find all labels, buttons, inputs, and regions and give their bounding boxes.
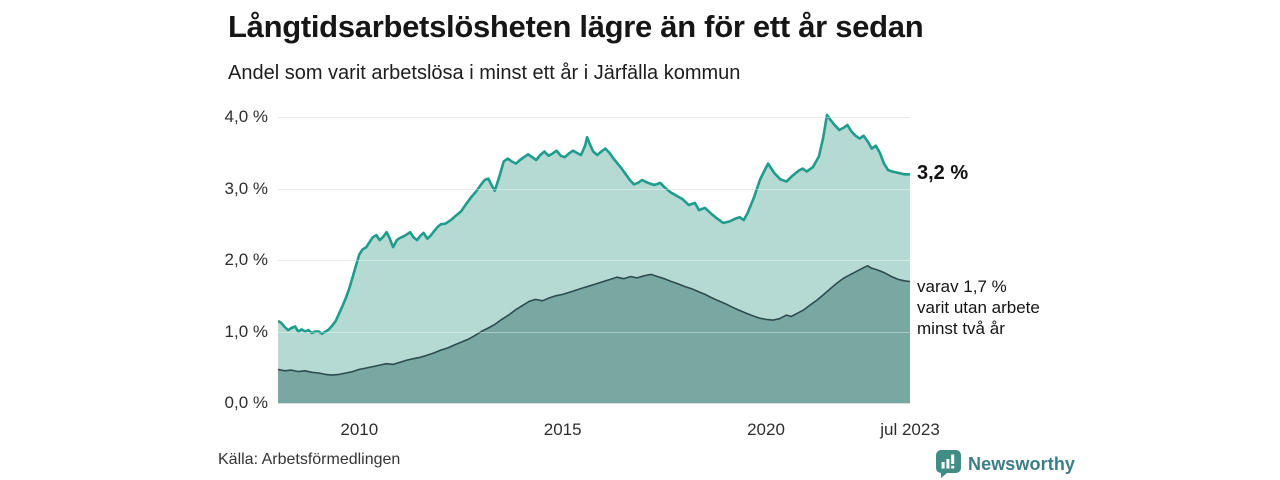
chart-svg <box>278 113 910 403</box>
series-annotation: varav 1,7 % varit utan arbete minst två … <box>917 276 1040 339</box>
x-tick-label: 2015 <box>543 420 582 439</box>
brand-name: Newsworthy <box>968 453 1076 474</box>
y-tick-label: 4,0 % <box>224 107 268 127</box>
plot-area <box>278 105 910 404</box>
annotation-line: minst två år <box>917 319 1005 338</box>
series-line <box>278 113 910 335</box>
annotation-line: varav 1,7 % <box>917 277 1007 296</box>
annotation-line: varit utan arbete <box>917 298 1040 317</box>
newsworthy-logo-icon <box>936 450 961 478</box>
y-tick-label: 2,0 % <box>224 250 268 270</box>
page-subtitle: Andel som varit arbetslösa i minst ett å… <box>228 62 741 84</box>
gridline <box>278 403 910 404</box>
y-tick-label: 3,0 % <box>224 178 268 198</box>
y-tick-label: 0,0 % <box>224 393 268 412</box>
series-line <box>278 265 910 376</box>
source-note: Källa: Arbetsförmedlingen <box>218 451 401 468</box>
area-fill <box>278 265 910 403</box>
brand-footer: Newsworthy <box>936 450 1075 478</box>
page-title: Långtidsarbetslösheten lägre än för ett … <box>228 9 924 44</box>
y-tick-label: 1,0 % <box>224 321 268 341</box>
x-tick-label: jul 2023 <box>880 420 940 439</box>
x-tick-label: 2020 <box>747 420 785 439</box>
series-end-value-label: 3,2 % <box>917 162 969 184</box>
x-tick-label: 2010 <box>340 420 379 439</box>
